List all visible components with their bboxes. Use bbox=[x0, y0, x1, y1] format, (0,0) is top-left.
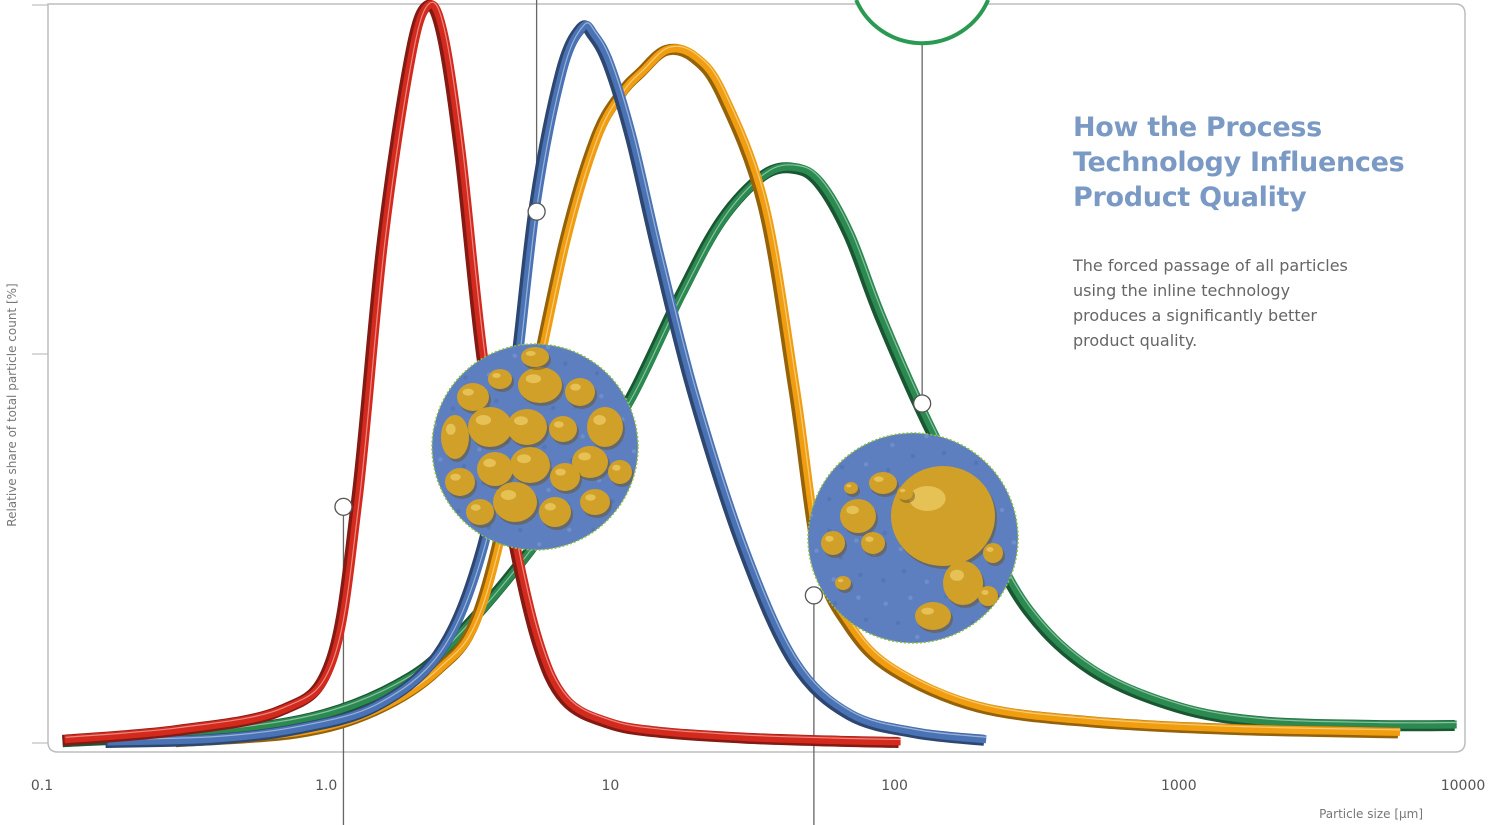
series-line-highlight bbox=[65, 1, 902, 741]
x-tick-label: 1000 bbox=[1161, 778, 1197, 794]
micrograph-fine bbox=[431, 343, 639, 551]
chart-title-line: Product Quality bbox=[1073, 182, 1307, 213]
micrograph-insets bbox=[431, 0, 1019, 644]
series-line-highlight bbox=[178, 45, 1402, 740]
series-line-body bbox=[177, 44, 1401, 745]
description-line: The forced passage of all particles bbox=[1073, 256, 1348, 275]
callout-marker bbox=[527, 202, 546, 221]
series-line bbox=[105, 20, 988, 748]
series-line-body bbox=[107, 20, 987, 746]
x-tick-label: 100 bbox=[881, 778, 908, 794]
x-axis: 0.1 1.0 10 100 1000 10000 bbox=[31, 778, 1485, 794]
series-line bbox=[62, 0, 902, 748]
y-axis-title: Relative share of total particle count [… bbox=[5, 283, 19, 526]
micrograph-coarse bbox=[807, 432, 1019, 644]
series-line-body bbox=[64, 0, 901, 746]
description-line: produces a significantly better bbox=[1073, 306, 1318, 325]
series-line-highlight bbox=[108, 22, 988, 741]
series-line bbox=[175, 43, 1402, 748]
plot-frame bbox=[32, 3, 1466, 753]
chart-text-block: How the Process Technology Influences Prod… bbox=[1073, 110, 1453, 353]
curve-series bbox=[62, 0, 1458, 748]
description-line: product quality. bbox=[1073, 331, 1198, 350]
x-tick-label: 1.0 bbox=[315, 778, 337, 794]
chart-title-line: Technology Influences bbox=[1073, 147, 1405, 178]
x-axis-title: Particle size [µm] bbox=[1319, 807, 1423, 821]
chart-title: How the Process Technology Influences Prod… bbox=[1073, 110, 1453, 215]
top-lens-outline bbox=[854, 0, 990, 46]
x-tick-label: 10000 bbox=[1441, 778, 1486, 794]
x-tick-label: 10 bbox=[601, 778, 619, 794]
chart-description: The forced passage of all particles using… bbox=[1073, 253, 1393, 353]
callout-marker bbox=[334, 497, 353, 516]
description-line: using the inline technology bbox=[1073, 281, 1291, 300]
callout-marker bbox=[804, 586, 824, 605]
chart-title-line: How the Process bbox=[1073, 112, 1322, 143]
callout-marker bbox=[912, 394, 932, 413]
plot-border bbox=[47, 3, 1466, 753]
x-tick-label: 0.1 bbox=[31, 778, 53, 794]
callout-markers bbox=[334, 202, 932, 605]
